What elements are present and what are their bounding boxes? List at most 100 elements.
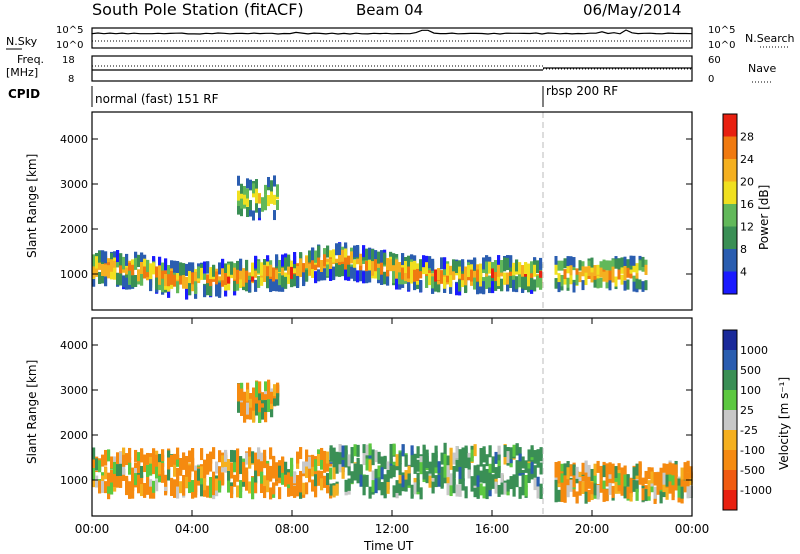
power-cell: [176, 267, 180, 280]
power-cell: [218, 285, 222, 298]
power-cell: [92, 254, 96, 267]
power-cell: [569, 256, 573, 267]
power-cell: [254, 265, 258, 278]
velocity-cell: [236, 457, 240, 470]
velocity-cell: [284, 474, 288, 487]
power-cell: [252, 183, 255, 194]
velocity-cell: [281, 464, 285, 477]
velocity-cell: [246, 382, 250, 395]
power-cell: [512, 279, 516, 292]
velocity-cell: [638, 470, 642, 483]
velocity-cell: [320, 478, 324, 491]
power-cell: [161, 262, 165, 275]
velocity-cell: [362, 475, 366, 488]
velocity-cell: [188, 469, 192, 482]
velocity-cell: [593, 463, 597, 476]
velocity-cell: [530, 461, 534, 474]
velocity-cell: [326, 473, 330, 486]
velocity-cell: [260, 471, 264, 484]
velocity-cell: [533, 465, 537, 478]
velocity-cell: [524, 484, 528, 497]
velocity-cell: [479, 454, 483, 467]
velocity-cell: [383, 457, 387, 470]
velocity-cell: [599, 465, 603, 478]
power-cell: [440, 270, 444, 283]
velocity-cell: [491, 456, 495, 469]
power-cell: [575, 268, 579, 279]
power-cell: [587, 265, 591, 276]
velocity-cell: [125, 481, 129, 494]
velocity-cell: [347, 463, 351, 476]
power-cell: [237, 190, 240, 201]
power-cell: [506, 272, 510, 285]
velocity-colorbar-tick: -100: [740, 444, 765, 457]
velocity-cell: [272, 456, 276, 469]
power-cell: [237, 204, 240, 215]
power-cell: [206, 283, 210, 296]
power-cell: [608, 280, 612, 291]
velocity-cell: [134, 449, 138, 462]
power-cell: [362, 271, 366, 284]
velocity-cell: [173, 464, 177, 477]
power-cell: [596, 278, 600, 289]
velocity-cell: [686, 460, 690, 473]
power-cell: [362, 245, 366, 258]
velocity-cell: [131, 486, 135, 499]
power-cell: [95, 264, 99, 277]
velocity-cell: [452, 478, 456, 491]
velocity-cell: [98, 480, 102, 493]
page-title: South Pole Station (fitACF): [92, 0, 304, 19]
velocity-cell: [248, 456, 252, 469]
velocity-cell: [404, 454, 408, 467]
power-cell: [380, 262, 384, 275]
velocity-cell: [482, 464, 486, 477]
power-cell: [458, 260, 462, 273]
velocity-cell: [410, 486, 414, 499]
velocity-cell: [539, 483, 543, 496]
velocity-cell: [686, 486, 690, 499]
velocity-cell: [176, 447, 180, 460]
power-cell: [270, 180, 273, 191]
power-cell: [566, 263, 570, 274]
power-colorbar-swatch: [723, 249, 737, 272]
velocity-cell: [191, 480, 195, 493]
power-cell: [626, 279, 630, 290]
velocity-cell: [425, 471, 429, 484]
power-colorbar: 4 8 12 16 20 24 28: [722, 113, 754, 295]
power-cell: [332, 250, 336, 263]
power-cell: [167, 265, 171, 278]
velocity-cell: [503, 452, 507, 465]
power-cell: [488, 261, 492, 274]
power-cell: [452, 259, 456, 272]
power-cell: [246, 188, 249, 199]
velocity-cell: [116, 464, 120, 477]
velocity-cell: [416, 479, 420, 492]
velocity-cell: [170, 483, 174, 496]
velocity-colorbar-tick: 500: [740, 364, 761, 377]
velocity-cell: [273, 384, 277, 397]
power-cell: [458, 266, 462, 279]
power-cell: [533, 279, 537, 292]
velocity-cell: [173, 481, 177, 494]
velocity-cell: [605, 463, 609, 476]
power-cell: [455, 261, 459, 274]
power-cell: [176, 281, 180, 294]
velocity-cell: [587, 464, 591, 477]
power-cell: [131, 264, 135, 277]
velocity-cell: [611, 468, 615, 481]
velocity-cell: [164, 474, 168, 487]
velocity-colorbar-swatch: [723, 470, 737, 490]
power-cell: [365, 261, 369, 274]
power-cell: [434, 279, 438, 292]
velocity-cell: [275, 467, 279, 480]
power-cell: [119, 253, 123, 266]
power-cell: [359, 253, 363, 266]
power-cell: [428, 256, 432, 269]
power-cell: [524, 276, 528, 289]
velocity-cell: [191, 448, 195, 461]
power-cell: [98, 271, 102, 284]
velocity-cell: [344, 479, 348, 492]
power-cell: [395, 259, 399, 272]
power-cell: [149, 263, 153, 276]
velocity-cell: [140, 465, 144, 478]
